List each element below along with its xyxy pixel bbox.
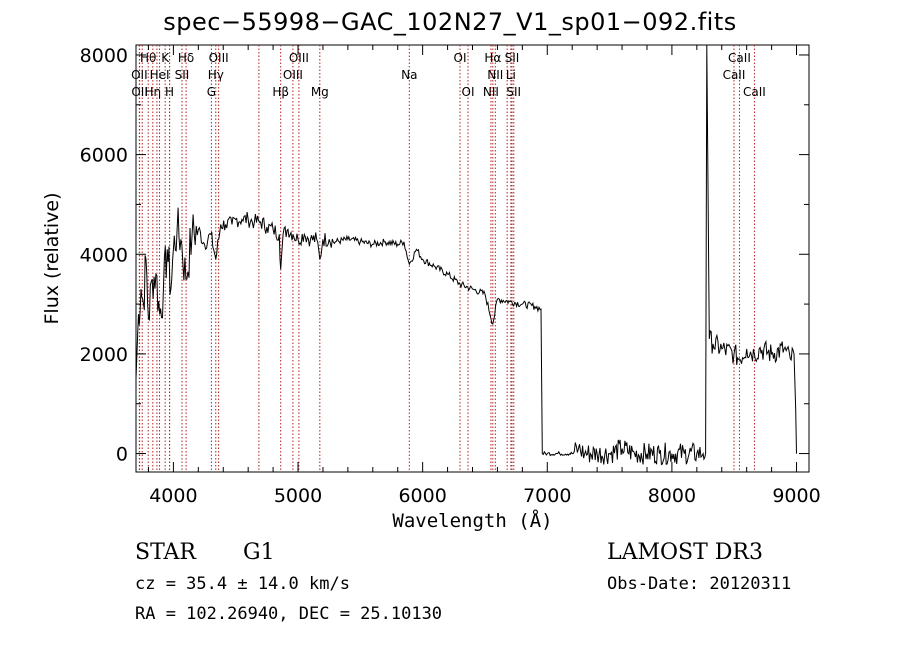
x-tick-label: 9000 — [772, 485, 820, 507]
spectral-line-label: CaII — [728, 51, 751, 65]
observation-date: Obs-Date: 20120311 — [607, 574, 792, 594]
x-tick-label: 4000 — [149, 485, 197, 507]
spectral-line-label: Hη — [145, 85, 162, 99]
x-tick-label: 6000 — [398, 485, 446, 507]
spectral-line-label: Hδ — [178, 51, 194, 65]
object-type: STAR — [135, 540, 196, 565]
chart-title: spec−55998−GAC_102N27_V1_sp01−092.fits — [163, 8, 737, 36]
spectral-line-label: Hθ — [140, 51, 156, 65]
y-tick-label: 2000 — [80, 344, 128, 366]
y-tick-label: 0 — [116, 444, 128, 466]
spectral-line-label: NII — [483, 85, 499, 99]
spectral-line-label: OI — [462, 85, 475, 99]
spectral-line-label: SII — [175, 68, 190, 82]
x-tick-label: 8000 — [648, 485, 696, 507]
spectral-line-label: Hβ — [272, 85, 289, 99]
spectral-line-label: OI — [454, 51, 467, 65]
x-tick-label: 7000 — [523, 485, 571, 507]
x-axis: 4000 5000 6000 7000 8000 9000 — [147, 45, 821, 507]
x-tick-label: 5000 — [274, 485, 322, 507]
spectral-line-label: Mg — [311, 85, 329, 99]
spectral-line-label: OII — [131, 68, 148, 82]
spectrum-series — [135, 44, 797, 466]
spectral-line-label: Li — [506, 68, 516, 82]
spectral-line-labels: Hθ K Hδ OIII OIII OI Hα SII CaII OII HeI SII Hγ OIII N… — [131, 51, 766, 99]
x-axis-label: Wavelength (Å) — [392, 510, 553, 532]
spectral-line-label: SII — [505, 51, 520, 65]
spectral-line-label: Hγ — [208, 68, 224, 82]
spectral-line-label: Na — [401, 68, 417, 82]
survey-name: LAMOST DR3 — [607, 540, 763, 565]
spectral-line-markers — [138, 45, 755, 472]
plot-border — [135, 44, 810, 473]
spectral-line-label: NII — [487, 68, 503, 82]
spectral-line-label: SII — [506, 85, 521, 99]
y-tick-label: 8000 — [80, 45, 128, 67]
spectral-line-label: H — [165, 85, 174, 99]
spectral-line-label: HeI — [150, 68, 170, 82]
spectral-line-label: CaII — [723, 68, 746, 82]
spectral-line-label: OIII — [209, 51, 229, 65]
y-axis-label: Flux (relative) — [41, 192, 63, 324]
redshift-info: cz = 35.4 ± 14.0 km/s — [135, 574, 350, 594]
y-tick-label: 6000 — [80, 145, 128, 167]
spectral-line-label: OII — [131, 85, 148, 99]
spectrum-line — [135, 44, 797, 466]
spectral-line-label: CaII — [743, 85, 766, 99]
spectral-line-label: OIII — [289, 51, 309, 65]
spectral-line-label: OIII — [283, 68, 303, 82]
coordinates: RA = 102.26940, DEC = 25.10130 — [135, 604, 443, 624]
spectral-line-label: K — [161, 51, 170, 65]
plot-frame — [135, 44, 810, 473]
y-tick-label: 4000 — [80, 244, 128, 266]
spectral-line-label: Hα — [484, 51, 501, 65]
spectral-line-label: G — [207, 85, 216, 99]
y-axis: 0 2000 4000 6000 8000 Flux (relative) — [41, 45, 809, 466]
object-subclass: G1 — [243, 540, 275, 565]
